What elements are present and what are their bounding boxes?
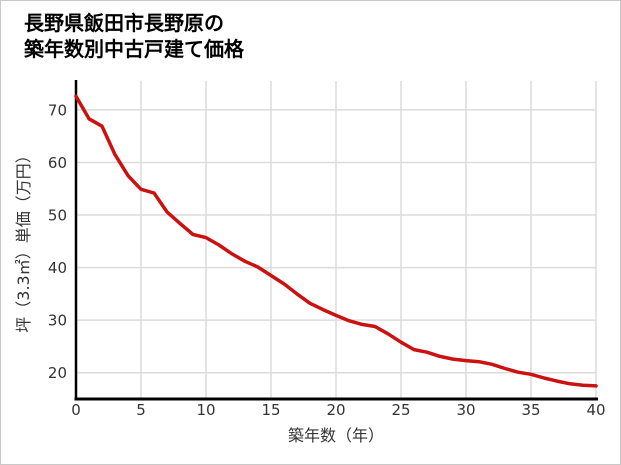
y-tick-label: 60 — [48, 154, 67, 172]
y-tick-label: 70 — [48, 101, 67, 119]
x-axis-title: 築年数（年） — [287, 426, 385, 445]
x-tick-label: 5 — [136, 401, 146, 419]
x-tick-label: 25 — [391, 401, 410, 419]
y-tick-label: 40 — [48, 259, 67, 277]
chart-title: 長野県飯田市長野原の 築年数別中古戸建て価格 — [24, 10, 244, 63]
x-tick-label: 40 — [586, 401, 605, 419]
y-tick-label: 20 — [48, 364, 67, 382]
chart-title-line2: 築年数別中古戸建て価格 — [24, 37, 244, 62]
x-tick-label: 30 — [456, 401, 475, 419]
chart-title-line1: 長野県飯田市長野原の — [24, 11, 224, 35]
x-tick-label: 20 — [326, 401, 345, 419]
price-line — [74, 94, 598, 388]
x-tick-label: 10 — [196, 401, 215, 419]
y-tick-label: 50 — [48, 207, 67, 225]
x-tick-label: 15 — [261, 401, 280, 419]
x-tick-label: 0 — [71, 401, 81, 419]
x-tick-label: 35 — [521, 401, 540, 419]
y-tick-label: 30 — [48, 312, 67, 330]
